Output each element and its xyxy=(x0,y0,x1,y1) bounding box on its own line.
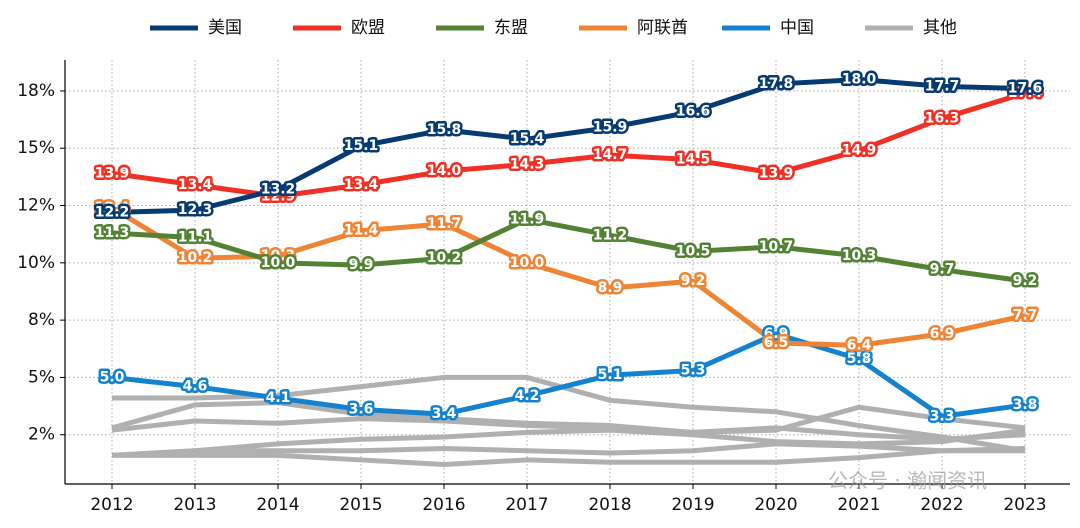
value-label: 14.3 xyxy=(510,156,545,172)
series-line xyxy=(111,331,1026,419)
value-label: 11.1 xyxy=(178,230,213,246)
legend-label: 欧盟 xyxy=(351,18,385,38)
value-label: 9.2 xyxy=(681,273,706,289)
legend-label: 东盟 xyxy=(494,18,528,38)
value-label: 10.3 xyxy=(842,248,877,264)
x-tick-label: 2023 xyxy=(1003,495,1046,515)
value-label: 13.4 xyxy=(178,177,213,193)
value-label: 3.4 xyxy=(432,406,457,422)
x-tick-label: 2016 xyxy=(422,495,465,515)
series-line xyxy=(111,416,1026,442)
series-line xyxy=(112,374,1026,454)
x-tick-label: 2019 xyxy=(671,495,714,515)
legend-label: 其他 xyxy=(923,18,957,38)
value-label: 6.9 xyxy=(764,326,789,342)
value-label: 6.5 xyxy=(764,335,789,351)
value-label: 4.6 xyxy=(183,379,208,395)
value-label: 10.5 xyxy=(676,243,711,259)
value-label: 12.9 xyxy=(261,188,296,204)
y-tick-label: 5% xyxy=(28,367,55,387)
value-label: 14.9 xyxy=(842,143,877,159)
value-label: 5.1 xyxy=(598,367,623,383)
series-line xyxy=(111,441,1026,458)
value-label: 15.4 xyxy=(510,131,545,147)
x-tick-label: 2013 xyxy=(173,495,216,515)
series-line xyxy=(111,76,1026,215)
value-label: 4.1 xyxy=(266,390,291,406)
x-tick-label: 2018 xyxy=(588,495,631,515)
value-label: 15.1 xyxy=(344,138,379,154)
value-label: 17.8 xyxy=(759,76,794,92)
value-label: 17.4 xyxy=(1008,85,1043,101)
series-line xyxy=(112,448,1025,468)
y-tick-label: 8% xyxy=(28,310,55,330)
value-label: 9.9 xyxy=(349,257,374,273)
x-tick-label: 2021 xyxy=(837,495,880,515)
value-label: 11.3 xyxy=(95,225,130,241)
value-label: 14.5 xyxy=(676,152,711,168)
value-label: 17.7 xyxy=(925,78,960,94)
x-tick-label: 2014 xyxy=(256,495,299,515)
value-label: 9.7 xyxy=(930,262,955,278)
value-label: 11.7 xyxy=(427,216,462,232)
value-label: 11.4 xyxy=(344,223,379,239)
x-tick-label: 2012 xyxy=(90,495,133,515)
y-tick-label: 15% xyxy=(17,138,55,158)
value-label: 10.3 xyxy=(261,248,296,264)
value-label: 11.9 xyxy=(510,211,545,227)
value-label: 5.0 xyxy=(100,369,125,385)
y-tick-label: 18% xyxy=(17,81,55,101)
series-line xyxy=(111,90,1026,199)
value-label: 8.9 xyxy=(598,280,623,296)
value-label: 5.8 xyxy=(847,351,872,367)
value-label: 6.9 xyxy=(930,326,955,342)
value-label: 6.4 xyxy=(847,337,872,353)
value-label: 11.2 xyxy=(593,227,628,243)
value-label: 12.4 xyxy=(95,200,130,216)
y-tick-label: 10% xyxy=(17,253,55,273)
value-label: 7.7 xyxy=(1013,308,1038,324)
value-label: 18.0 xyxy=(842,71,877,87)
value-label: 10.0 xyxy=(510,255,545,271)
value-label: 3.3 xyxy=(930,408,955,424)
value-label: 13.9 xyxy=(759,165,794,181)
value-label: 9.2 xyxy=(1013,273,1038,289)
legend-label: 中国 xyxy=(780,18,814,38)
value-label: 10.2 xyxy=(427,250,462,266)
value-label: 3.6 xyxy=(349,402,374,418)
value-label: 10.2 xyxy=(178,250,213,266)
value-label: 10.7 xyxy=(759,239,794,255)
value-label: 14.7 xyxy=(593,147,628,163)
series-line xyxy=(111,427,1026,458)
x-tick-label: 2020 xyxy=(754,495,797,515)
legend-label: 阿联酋 xyxy=(637,18,688,38)
value-label: 15.9 xyxy=(593,120,628,136)
value-label: 15.8 xyxy=(427,122,462,138)
value-label: 16.3 xyxy=(925,110,960,126)
series-line xyxy=(111,216,1026,284)
value-label: 13.9 xyxy=(95,165,130,181)
value-label: 10.0 xyxy=(261,255,296,271)
value-label: 16.6 xyxy=(676,104,711,120)
legend-label: 美国 xyxy=(208,18,242,38)
value-label: 12.3 xyxy=(178,202,213,218)
value-label: 4.2 xyxy=(515,388,540,404)
value-label: 14.0 xyxy=(427,163,462,179)
value-label: 13.2 xyxy=(261,181,296,197)
y-tick-label: 12% xyxy=(17,196,55,216)
watermark: 公众号 · 瀚闻资讯 xyxy=(828,469,987,493)
value-label: 12.2 xyxy=(95,204,130,220)
value-label: 3.8 xyxy=(1013,397,1038,413)
value-label: 13.4 xyxy=(344,177,379,193)
x-tick-label: 2017 xyxy=(505,495,548,515)
value-label: 5.3 xyxy=(681,363,706,379)
value-label: 17.6 xyxy=(1008,81,1043,97)
x-tick-label: 2022 xyxy=(920,495,963,515)
y-tick-label: 2% xyxy=(28,425,55,445)
x-tick-label: 2015 xyxy=(339,495,382,515)
